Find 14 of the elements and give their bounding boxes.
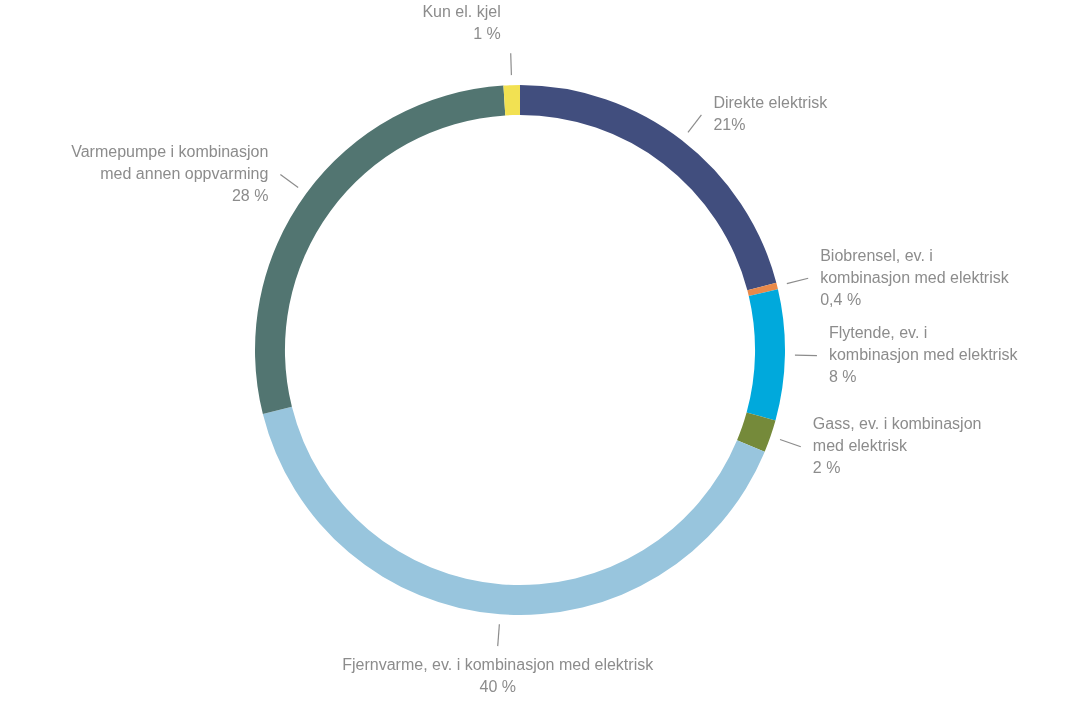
data-label: 0,4 % bbox=[820, 290, 862, 308]
slice-label: Flytende, ev. i kombinasjon med elektrisk bbox=[828, 323, 1019, 363]
slice-label: Fjernvarme, ev. i kombinasjon med elektrisk bbox=[342, 655, 655, 673]
slice-label: Biobrensel, ev. i kombinasjon med elektrisk bbox=[820, 246, 1010, 286]
data-label: 2 % bbox=[812, 459, 841, 477]
data-label: 28 % bbox=[231, 186, 269, 204]
data-label: 40 % bbox=[479, 677, 516, 695]
slice-label: Kun el. kjel bbox=[422, 2, 501, 20]
slice-label: Gass, ev. i kombinasjon med elektrisk bbox=[812, 415, 982, 455]
slice-label: Direkte elektrisk bbox=[713, 94, 829, 112]
data-label: 8 % bbox=[828, 367, 857, 385]
data-label: 21% bbox=[713, 116, 746, 134]
data-label: 1 % bbox=[473, 24, 501, 42]
slice-label: Varmepumpe i kombinasjon med annen oppvarming bbox=[71, 142, 269, 182]
